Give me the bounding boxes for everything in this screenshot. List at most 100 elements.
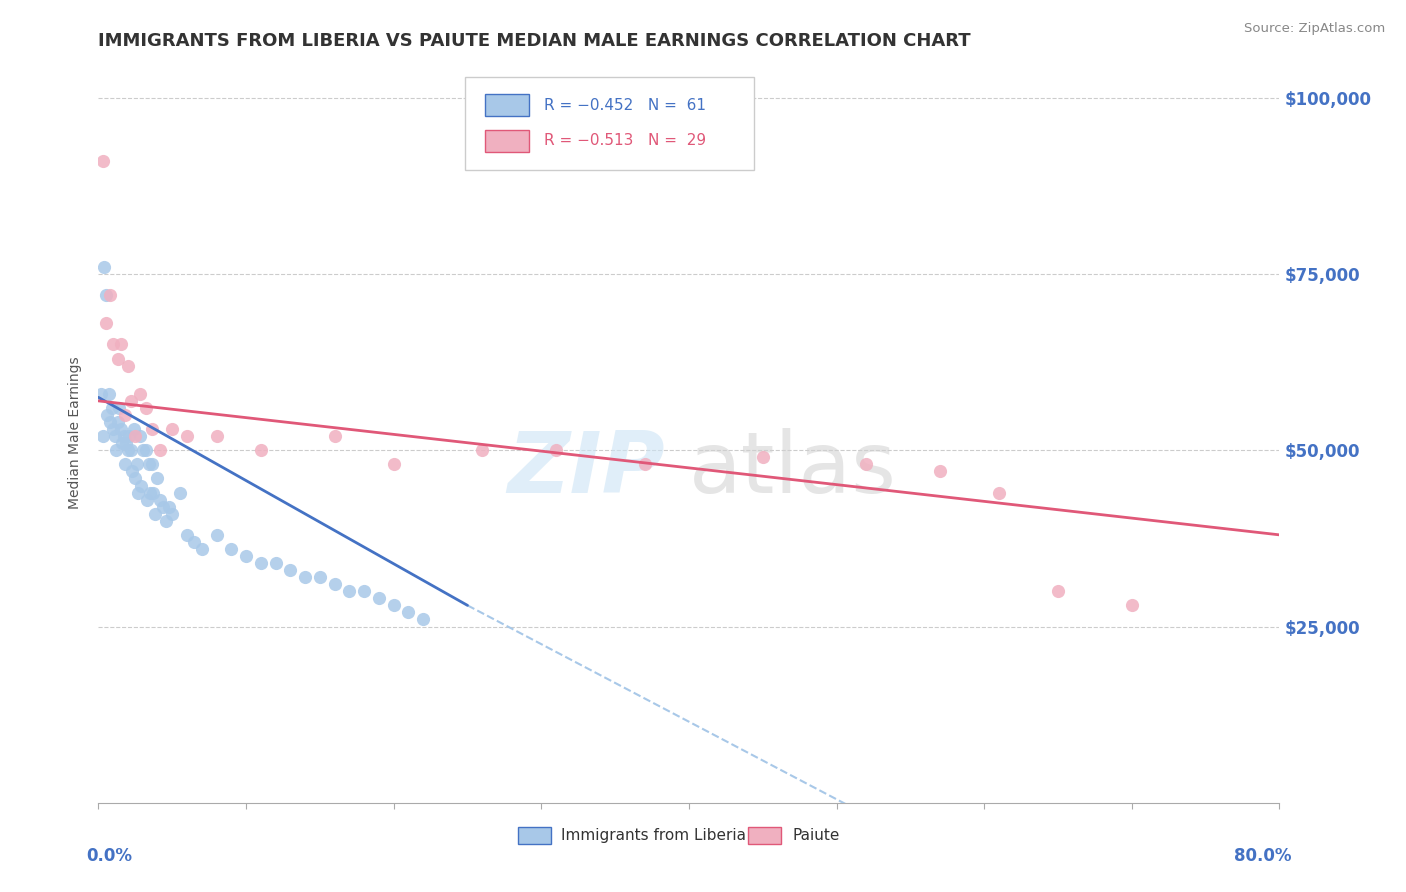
- Point: [114, 408, 136, 422]
- Point: [382, 599, 405, 613]
- Point: [108, 401, 131, 415]
- Point: [107, 415, 129, 429]
- Point: [1046, 584, 1070, 599]
- Point: [94, 288, 117, 302]
- Point: [183, 535, 205, 549]
- Point: [323, 429, 346, 443]
- Point: [752, 450, 775, 465]
- Point: [162, 422, 183, 436]
- Point: [339, 584, 361, 599]
- Point: [250, 443, 273, 458]
- Point: [191, 541, 214, 556]
- Point: [117, 359, 139, 373]
- FancyBboxPatch shape: [485, 95, 530, 117]
- Point: [264, 556, 287, 570]
- Point: [90, 387, 112, 401]
- Point: [149, 492, 172, 507]
- Point: [107, 351, 129, 366]
- Point: [169, 485, 191, 500]
- Point: [412, 612, 434, 626]
- Point: [221, 541, 243, 556]
- Point: [146, 471, 169, 485]
- Point: [122, 422, 145, 436]
- Point: [353, 584, 375, 599]
- Point: [118, 429, 141, 443]
- Point: [155, 514, 177, 528]
- Text: 0.0%: 0.0%: [87, 847, 132, 865]
- Point: [100, 401, 122, 415]
- Point: [91, 429, 114, 443]
- Text: Immigrants from Liberia: Immigrants from Liberia: [561, 828, 747, 843]
- Text: Source: ZipAtlas.com: Source: ZipAtlas.com: [1244, 22, 1385, 36]
- Point: [120, 393, 142, 408]
- Point: [124, 429, 146, 443]
- Point: [929, 464, 952, 478]
- Text: Paiute: Paiute: [793, 828, 841, 843]
- Point: [139, 485, 162, 500]
- Point: [143, 507, 166, 521]
- Point: [250, 556, 273, 570]
- Point: [205, 429, 228, 443]
- Text: R = −0.452   N =  61: R = −0.452 N = 61: [544, 98, 706, 113]
- Point: [368, 591, 391, 606]
- Point: [471, 443, 494, 458]
- Point: [988, 485, 1011, 500]
- Point: [141, 458, 163, 472]
- FancyBboxPatch shape: [485, 130, 530, 152]
- Point: [125, 458, 148, 472]
- Point: [103, 422, 125, 436]
- Point: [112, 429, 135, 443]
- Point: [162, 507, 183, 521]
- Point: [103, 337, 125, 351]
- Point: [309, 570, 332, 584]
- Point: [124, 471, 146, 485]
- Point: [104, 429, 127, 443]
- Point: [135, 401, 157, 415]
- Point: [634, 458, 657, 472]
- Point: [1121, 599, 1143, 613]
- Point: [157, 500, 180, 514]
- Point: [114, 458, 136, 472]
- Point: [294, 570, 316, 584]
- FancyBboxPatch shape: [517, 827, 551, 844]
- Text: ZIP: ZIP: [508, 428, 665, 511]
- Point: [176, 528, 198, 542]
- Point: [110, 422, 132, 436]
- Point: [128, 387, 150, 401]
- FancyBboxPatch shape: [464, 78, 754, 169]
- Point: [135, 443, 157, 458]
- Point: [138, 458, 160, 472]
- Text: IMMIGRANTS FROM LIBERIA VS PAIUTE MEDIAN MALE EARNINGS CORRELATION CHART: IMMIGRANTS FROM LIBERIA VS PAIUTE MEDIAN…: [98, 32, 972, 50]
- Point: [136, 492, 159, 507]
- Point: [97, 387, 120, 401]
- Point: [128, 429, 150, 443]
- Point: [117, 443, 139, 458]
- Point: [110, 337, 132, 351]
- Point: [98, 415, 121, 429]
- Point: [98, 288, 121, 302]
- Text: R = −0.513   N =  29: R = −0.513 N = 29: [544, 134, 706, 148]
- Point: [149, 443, 172, 458]
- Point: [105, 443, 128, 458]
- Point: [280, 563, 302, 577]
- Point: [235, 549, 257, 563]
- Point: [176, 429, 198, 443]
- Point: [120, 443, 142, 458]
- Point: [152, 500, 174, 514]
- Point: [855, 458, 877, 472]
- Point: [129, 478, 152, 492]
- Point: [115, 436, 138, 450]
- Point: [91, 154, 114, 169]
- Point: [111, 436, 134, 450]
- Point: [205, 528, 228, 542]
- Point: [127, 485, 149, 500]
- Point: [141, 422, 163, 436]
- FancyBboxPatch shape: [748, 827, 782, 844]
- Point: [398, 606, 420, 620]
- Point: [323, 577, 346, 591]
- Point: [93, 260, 115, 274]
- Point: [96, 408, 118, 422]
- Point: [546, 443, 568, 458]
- Point: [94, 316, 117, 330]
- Point: [382, 458, 405, 472]
